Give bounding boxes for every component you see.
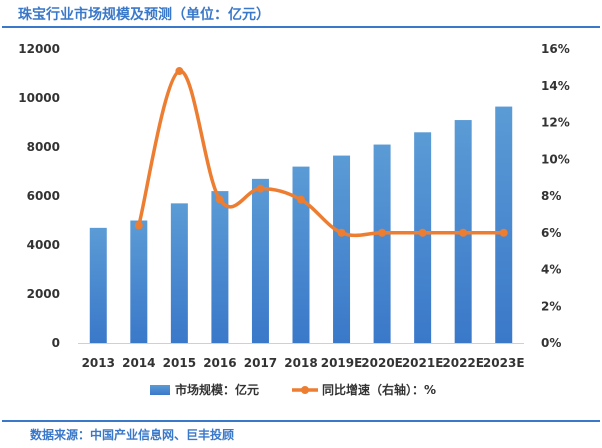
legend-bar-swatch bbox=[150, 385, 170, 395]
x-tick-label: 2014 bbox=[122, 356, 155, 370]
growth-point-2017 bbox=[256, 184, 265, 193]
title-rule bbox=[2, 26, 600, 28]
y-left-tick-label: 10000 bbox=[18, 91, 60, 105]
y-right-tick-label: 0% bbox=[541, 336, 561, 350]
x-tick-label: 2021E bbox=[402, 356, 444, 370]
growth-point-2016 bbox=[215, 195, 224, 204]
y-right-tick-label: 8% bbox=[541, 189, 561, 203]
x-tick-label: 2013 bbox=[82, 356, 115, 370]
bar-2013 bbox=[89, 227, 107, 343]
growth-point-2021E bbox=[418, 228, 427, 237]
y-right-tick-label: 2% bbox=[541, 299, 561, 313]
y-right-tick-label: 6% bbox=[541, 226, 561, 240]
y-right-tick-label: 16% bbox=[541, 42, 570, 56]
bar-2023E bbox=[495, 106, 513, 343]
growth-point-2019E bbox=[337, 228, 346, 237]
x-tick-label: 2023E bbox=[483, 356, 525, 370]
y-left-tick-label: 0 bbox=[52, 336, 60, 350]
y-left-tick-label: 12000 bbox=[18, 42, 60, 56]
bar-2015 bbox=[170, 203, 188, 343]
y-right-tick-label: 14% bbox=[541, 79, 570, 93]
growth-point-2020E bbox=[378, 228, 387, 237]
legend-line-label: 同比增速（右轴）：% bbox=[322, 382, 436, 397]
bar-2021E bbox=[414, 132, 432, 343]
x-tick-label: 2020E bbox=[361, 356, 403, 370]
x-tick-label: 2022E bbox=[442, 356, 484, 370]
bar-2020E bbox=[373, 144, 391, 343]
growth-point-2014 bbox=[134, 221, 143, 230]
bar-2018 bbox=[292, 166, 310, 343]
y-right-tick-label: 12% bbox=[541, 116, 570, 130]
chart-title: 珠宝行业市场规模及预测（单位：亿元） bbox=[18, 7, 270, 23]
bar-2014 bbox=[130, 220, 148, 343]
bar-2016 bbox=[211, 191, 229, 343]
footer-rule bbox=[2, 420, 600, 422]
x-tick-label: 2015 bbox=[163, 356, 196, 370]
legend-line-marker bbox=[301, 386, 309, 394]
growth-line bbox=[137, 69, 504, 238]
y-left-tick-label: 8000 bbox=[27, 140, 60, 154]
data-source: 数据来源：中国产业信息网、巨丰投顾 bbox=[30, 428, 235, 442]
y-left-tick-label: 4000 bbox=[27, 238, 60, 252]
y-left-tick-label: 6000 bbox=[27, 189, 60, 203]
growth-point-2022E bbox=[459, 228, 468, 237]
y-right-tick-label: 10% bbox=[541, 152, 570, 166]
growth-point-2015 bbox=[175, 67, 184, 76]
growth-point-2023E bbox=[499, 228, 508, 237]
bar-2017 bbox=[251, 178, 269, 343]
x-tick-label: 2017 bbox=[244, 356, 277, 370]
y-right-tick-label: 4% bbox=[541, 263, 561, 277]
growth-point-2018 bbox=[297, 195, 305, 204]
x-tick-label: 2016 bbox=[203, 356, 236, 370]
bar-2019E bbox=[333, 155, 351, 343]
x-tick-label: 2018 bbox=[284, 356, 317, 370]
y-left-tick-label: 2000 bbox=[27, 287, 60, 301]
x-tick-label: 2019E bbox=[321, 356, 363, 370]
legend-bar-label: 市场规模：亿元 bbox=[175, 382, 259, 397]
